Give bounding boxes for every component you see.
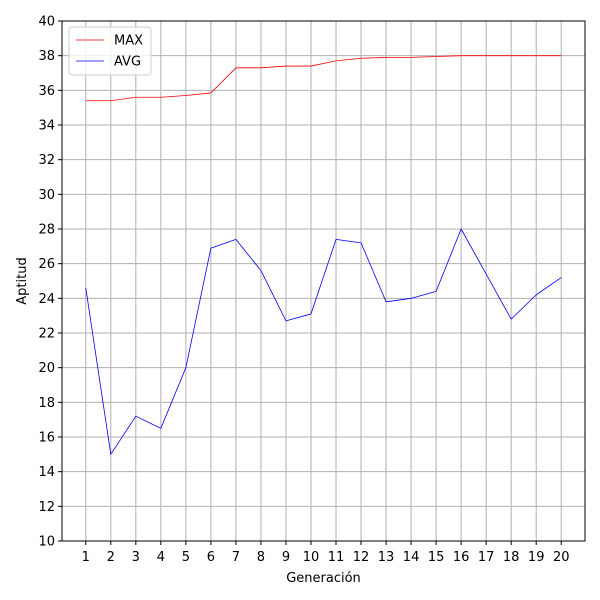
legend-box <box>68 26 152 76</box>
legend-label-max: MAX <box>114 34 143 49</box>
x-tick-label: 2 <box>107 550 115 565</box>
x-tick-label: 6 <box>207 550 215 565</box>
y-tick-label: 10 <box>38 535 55 550</box>
y-tick-label: 22 <box>38 327 55 342</box>
y-tick-label: 18 <box>38 396 55 411</box>
y-tick-label: 26 <box>38 257 55 272</box>
y-tick-label: 16 <box>38 431 55 446</box>
y-tick-label: 32 <box>38 153 55 168</box>
y-tick-label: 20 <box>38 361 55 376</box>
y-tick-label: 14 <box>38 465 55 480</box>
legend-label-avg: AVG <box>114 55 141 70</box>
x-tick-label: 3 <box>132 550 140 565</box>
series-lines <box>85 55 562 455</box>
y-tick-label: 34 <box>38 119 55 134</box>
axis-ticks: 1 2 3 4 5 6 7 8 9 10 11 12 13 14 15 16 17 18 19 20101214161… <box>38 15 569 566</box>
x-tick-label: 13 <box>378 550 395 565</box>
x-tick-label: 12 <box>353 550 370 565</box>
grid <box>62 20 585 542</box>
x-tick-label: 5 <box>182 550 190 565</box>
y-tick-label: 36 <box>38 84 55 99</box>
legend: MAX AVG <box>68 26 152 76</box>
y-tick-label: 12 <box>38 500 55 515</box>
x-tick-label: 4 <box>157 550 165 565</box>
x-tick-label: 10 <box>303 550 320 565</box>
x-tick-label: 14 <box>403 550 420 565</box>
x-tick-label: 11 <box>328 550 345 565</box>
x-tick-label: 9 <box>282 550 290 565</box>
x-tick-label: 8 <box>257 550 265 565</box>
y-axis-label: Aptitud <box>15 257 30 304</box>
y-tick-label: 30 <box>38 188 55 203</box>
y-tick-label: 38 <box>38 49 55 64</box>
y-tick-label: 24 <box>38 292 55 307</box>
y-tick-label: 28 <box>38 223 55 238</box>
x-tick-label: 15 <box>428 550 445 565</box>
x-tick-label: 7 <box>232 550 240 565</box>
series-line-avg <box>85 228 562 455</box>
x-tick-label: 19 <box>528 550 545 565</box>
x-tick-label: 16 <box>453 550 470 565</box>
x-tick-label: 18 <box>503 550 520 565</box>
plot-frame <box>61 20 586 542</box>
x-tick-label: 1 <box>82 550 90 565</box>
x-tick-label: 20 <box>553 550 570 565</box>
x-axis-label: Generación <box>286 571 361 586</box>
series-line-max <box>85 55 562 102</box>
x-tick-label: 17 <box>478 550 495 565</box>
y-tick-label: 40 <box>38 15 55 30</box>
